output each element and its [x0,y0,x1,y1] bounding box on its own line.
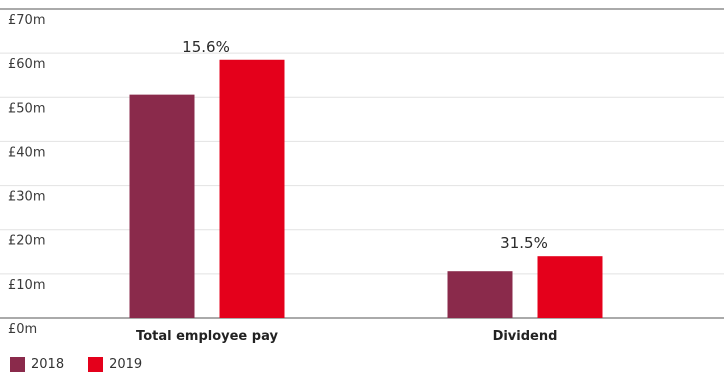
legend-swatch-2018 [10,357,25,372]
legend-label-2019: 2019 [109,357,143,372]
y-axis-ticks: £0m £10m £20m £30m £40m £50m £60m £70m [8,13,45,337]
legend-swatch-2019 [88,357,104,372]
bar-2019-dividend [537,256,603,318]
y-tick-label: £10m [8,278,45,293]
category-label: Dividend [493,329,558,344]
category-labels: Total employee pay Dividend [136,329,557,344]
legend-item-2019: 2019 [88,357,142,372]
y-tick-label: £50m [8,101,45,116]
legend-item-2018: 2018 [10,357,64,372]
legend: 2018 2019 [10,357,142,372]
growth-annotations: 15.6% 31.5% [182,38,548,252]
y-tick-label: £60m [8,57,45,72]
y-tick-label: £30m [8,190,45,205]
y-tick-label: £20m [8,234,45,249]
gridlines [0,8,724,319]
growth-annotation: 15.6% [182,38,230,56]
bar-2018-employee-pay [129,94,195,318]
growth-annotation: 31.5% [500,234,548,252]
bar-2019-employee-pay [219,59,285,319]
bars [129,59,603,319]
category-label: Total employee pay [136,329,278,344]
bar-2018-dividend [447,271,513,318]
y-tick-label: £0m [8,322,37,337]
legend-label-2018: 2018 [31,357,65,372]
y-tick-label: £40m [8,145,45,160]
y-tick-label: £70m [8,13,45,28]
